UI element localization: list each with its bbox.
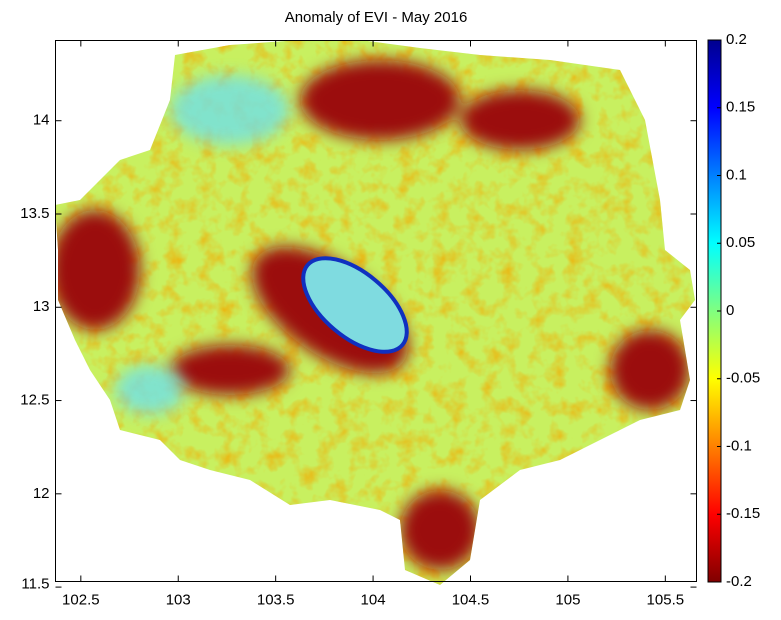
x-tick-label: 103.5 xyxy=(257,591,295,608)
y-tick-label: 12 xyxy=(33,485,50,502)
y-tick-label: 13 xyxy=(33,298,50,315)
colorbar-tick-label: 0.15 xyxy=(726,99,755,116)
colorbar-tick-label: 0.1 xyxy=(726,166,747,183)
x-tick-label: 102.5 xyxy=(62,591,100,608)
y-tick-label: 13.5 xyxy=(20,205,49,222)
x-tick-label: 105 xyxy=(555,591,580,608)
x-tick-label: 104.5 xyxy=(452,591,490,608)
colorbar-tick-label: -0.15 xyxy=(726,505,760,522)
colorbar-tick-label: -0.05 xyxy=(726,370,760,387)
colorbar-tick-label: 0 xyxy=(726,302,734,319)
colorbar-tick-label: -0.2 xyxy=(726,573,752,590)
x-tick-label: 105.5 xyxy=(647,591,685,608)
colorbar-tick-label: 0.05 xyxy=(726,234,755,251)
colorbar-tick-label: 0.2 xyxy=(726,31,747,48)
x-tick-label: 103 xyxy=(166,591,191,608)
chart-title: Anomaly of EVI - May 2016 xyxy=(285,9,468,26)
y-tick-label: 11.5 xyxy=(21,575,49,592)
x-tick-label: 104 xyxy=(361,591,386,608)
chart: Anomaly of EVI - May 2016 102.5 103 103.5 1… xyxy=(0,0,781,615)
y-tick-label: 12.5 xyxy=(20,392,49,409)
colorbar-tick-label: -0.1 xyxy=(726,437,752,454)
y-tick-label: 14 xyxy=(33,112,50,129)
